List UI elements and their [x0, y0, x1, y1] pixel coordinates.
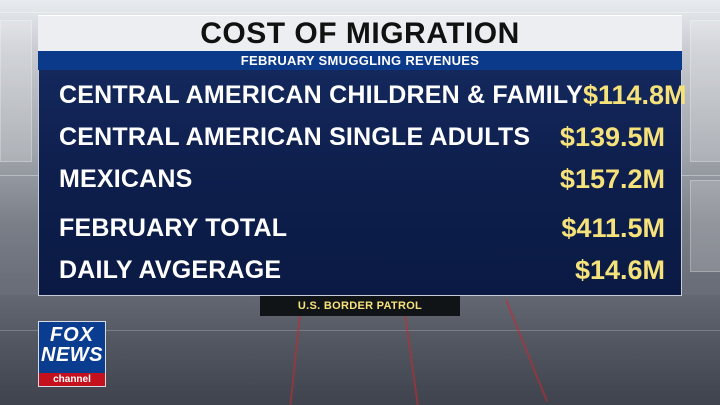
logo-line-channel: channel	[39, 373, 105, 386]
table-row: CENTRAL AMERICAN CHILDREN & FAMILY $114.…	[59, 78, 687, 112]
logo-line-fox: FOX	[49, 324, 95, 346]
row-label: MEXICANS	[59, 164, 193, 193]
subtitle-bar: FEBRUARY SMUGGLING REVENUES	[38, 51, 682, 70]
source-credit: U.S. BORDER PATROL	[260, 296, 460, 316]
row-label: DAILY AVGERAGE	[59, 255, 282, 284]
source-text: U.S. BORDER PATROL	[297, 300, 423, 312]
row-value: $139.5M	[559, 121, 665, 152]
title-bar: COST OF MIGRATION	[38, 15, 682, 52]
row-label: CENTRAL AMERICAN SINGLE ADULTS	[59, 122, 531, 151]
row-value: $157.2M	[559, 163, 665, 194]
revenue-table: CENTRAL AMERICAN CHILDREN & FAMILY $114.…	[38, 70, 687, 296]
logo-line-news: NEWS	[41, 344, 103, 366]
graphic-title: COST OF MIGRATION	[200, 17, 520, 50]
table-row: DAILY AVGERAGE $14.6M	[59, 253, 665, 287]
row-label: CENTRAL AMERICAN CHILDREN & FAMILY	[59, 80, 583, 109]
row-value: $114.8M	[582, 79, 687, 110]
table-row: CENTRAL AMERICAN SINGLE ADULTS $139.5M	[59, 120, 665, 154]
table-row: MEXICANS $157.2M	[59, 162, 665, 196]
row-value: $411.5M	[561, 212, 665, 243]
row-value: $14.6M	[574, 254, 665, 285]
row-label: FEBRUARY TOTAL	[59, 213, 288, 242]
graphic-subtitle: FEBRUARY SMUGGLING REVENUES	[240, 53, 480, 68]
fox-news-logo: FOX NEWS channel	[38, 321, 106, 387]
table-row: FEBRUARY TOTAL $411.5M	[59, 211, 665, 245]
